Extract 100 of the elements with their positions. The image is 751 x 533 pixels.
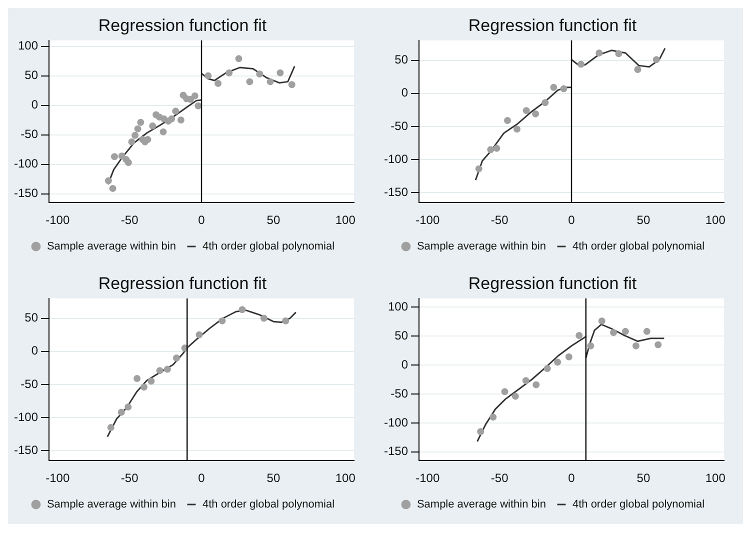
point (654, 341, 662, 348)
y-tick-label: -100 (13, 410, 38, 424)
y-tick-label: 0 (400, 86, 408, 100)
point (159, 128, 166, 136)
y-tick-label: 0 (30, 344, 38, 358)
point (577, 60, 584, 68)
point (147, 378, 154, 385)
point (256, 70, 263, 78)
point (474, 165, 482, 172)
x-tick-label: -100 (45, 213, 70, 228)
point (190, 92, 198, 100)
point (288, 81, 295, 88)
point (598, 317, 605, 324)
point (512, 126, 520, 133)
point (614, 50, 622, 58)
point (218, 317, 226, 324)
y-tick-label: -100 (13, 156, 38, 171)
point (595, 49, 602, 56)
point (560, 85, 567, 92)
point (163, 366, 170, 373)
y-tick-label: 0 (30, 98, 38, 112)
point (586, 342, 594, 350)
point (543, 364, 550, 372)
point (564, 353, 572, 360)
point (486, 146, 494, 154)
point (176, 116, 184, 124)
y-tick-label: -150 (13, 442, 38, 457)
x-tick-label: -100 (415, 213, 440, 228)
legend-label: 4th order global polynomial (202, 498, 334, 511)
point (260, 314, 267, 322)
point (117, 408, 124, 416)
point (634, 66, 641, 74)
y-tick-label: -50 (20, 376, 38, 391)
point (541, 99, 548, 106)
y-tick-label: -150 (383, 184, 408, 199)
chart-title: Regression function fit (98, 274, 266, 293)
point (104, 177, 112, 184)
point (156, 367, 163, 374)
point (492, 144, 500, 152)
y-tick-label: 50 (394, 52, 408, 67)
y-tick-label: -100 (383, 415, 408, 430)
point (128, 138, 135, 146)
x-tick-label: -50 (490, 213, 508, 228)
y-tick-label: -50 (390, 118, 408, 133)
x-tick-label: 0 (198, 213, 205, 228)
point (476, 428, 484, 436)
point (522, 107, 530, 114)
point (106, 424, 114, 431)
point (172, 108, 179, 115)
x-tick-label: 0 (198, 471, 205, 486)
x-tick-label: 0 (568, 471, 575, 486)
point (110, 153, 118, 160)
legend-label: Sample average within bin (46, 498, 176, 511)
legend-label: 4th order global polynomial (572, 240, 704, 253)
legend-label: 4th order global polynomial (202, 240, 334, 253)
x-tick-label: -50 (490, 471, 508, 486)
point (503, 117, 510, 124)
y-tick-label: 0 (400, 357, 408, 372)
y-tick-label: 50 (24, 68, 38, 82)
point (238, 306, 246, 314)
point (108, 184, 116, 192)
point (131, 132, 138, 139)
y-tick-label: -150 (383, 444, 408, 458)
x-tick-label: 50 (266, 213, 280, 228)
x-tick-label: 50 (636, 471, 650, 486)
y-tick-label: 50 (24, 310, 38, 325)
point (632, 342, 639, 350)
x-tick-label: 50 (636, 213, 650, 228)
x-tick-label: -100 (415, 471, 440, 486)
point (204, 72, 212, 80)
x-tick-label: -50 (120, 213, 138, 228)
y-tick-label: -100 (383, 152, 408, 166)
x-tick-label: 0 (568, 213, 575, 228)
point (214, 80, 222, 87)
legend-label: Sample average within bin (416, 240, 546, 253)
y-tick-label: -50 (20, 127, 38, 142)
point (168, 115, 175, 122)
y-tick-label: 100 (17, 38, 38, 53)
point (489, 414, 496, 421)
legend-label: Sample average within bin (46, 240, 176, 253)
x-tick-label: 100 (334, 213, 356, 228)
point (652, 56, 660, 64)
y-tick-label: 50 (394, 328, 408, 342)
point (134, 125, 141, 132)
point (136, 118, 144, 126)
x-tick-label: 100 (704, 471, 726, 486)
point (554, 358, 561, 366)
point (550, 84, 557, 91)
point (194, 102, 202, 110)
legend-label: Sample average within bin (416, 498, 546, 511)
point (124, 403, 132, 410)
point (133, 375, 140, 382)
x-tick-label: 100 (704, 213, 726, 228)
point (225, 69, 232, 76)
point (140, 384, 147, 391)
point (532, 110, 539, 118)
point (266, 78, 274, 86)
y-tick-label: -150 (13, 186, 38, 200)
point (500, 388, 508, 396)
chart-title: Regression function fit (468, 16, 636, 35)
